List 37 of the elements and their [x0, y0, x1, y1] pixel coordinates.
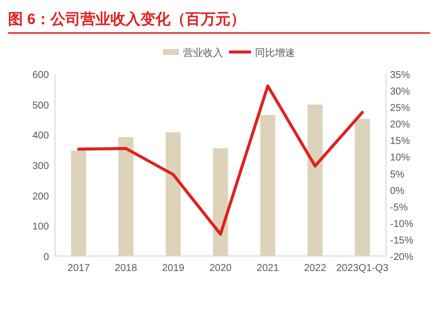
y2-tick-label: -15%: [390, 235, 414, 246]
bar: [166, 132, 181, 256]
x-tick-label: 2020: [209, 263, 232, 274]
y-tick-label: 200: [32, 191, 50, 202]
y-tick-label: 300: [32, 161, 50, 172]
line-series: [77, 84, 364, 236]
y-tick-label: 100: [32, 222, 50, 233]
x-tick-label: 2023Q1-Q3: [336, 263, 389, 274]
x-tick-label: 2017: [68, 263, 90, 274]
legend-label: 同比增速: [255, 47, 295, 59]
y2-tick-label: 35%: [390, 70, 410, 81]
y2-tick-label: -5%: [390, 202, 408, 214]
bar: [71, 150, 86, 256]
y-tick-label: 400: [32, 130, 50, 142]
bar: [260, 114, 276, 256]
y2-tick-label: 0%: [390, 186, 405, 197]
y2-tick-label: 5%: [390, 169, 405, 180]
y2-tick-label: -10%: [390, 218, 414, 230]
bar: [212, 148, 228, 256]
y2-tick-label: 10%: [390, 152, 410, 164]
y2-tick-label: 20%: [390, 120, 410, 131]
y2-tick-label: 15%: [390, 136, 410, 148]
y-tick-label: 600: [32, 70, 50, 81]
chart-title: 图 6：公司营业收入变化（百万元）: [8, 10, 246, 28]
x-tick-label: 2018: [114, 263, 138, 274]
x-tick-label: 2022: [304, 263, 327, 274]
y-tick-label: 0: [43, 252, 50, 263]
y2-tick-label: 30%: [390, 86, 410, 98]
bar: [308, 104, 323, 256]
bar: [118, 137, 134, 256]
y2-tick-label: -20%: [390, 252, 414, 263]
legend-label: 营业收入: [183, 47, 223, 59]
bar: [354, 118, 370, 256]
y2-tick-label: 25%: [390, 103, 410, 114]
y-tick-label: 500: [32, 100, 50, 112]
x-tick-label: 2019: [162, 263, 185, 274]
x-tick-label: 2021: [256, 263, 280, 274]
